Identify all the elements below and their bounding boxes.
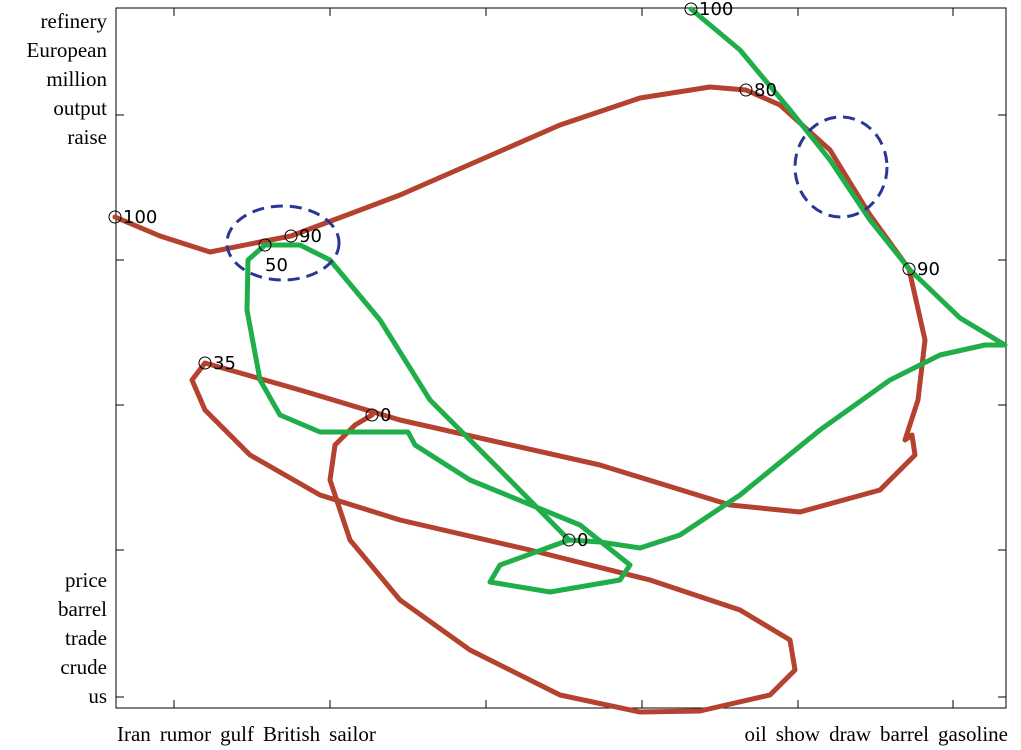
- x-word: gasoline: [938, 722, 1008, 746]
- y-word: barrel: [58, 597, 107, 621]
- x-word: oil: [745, 722, 767, 746]
- point-label: 0: [577, 530, 588, 551]
- y-word: price: [65, 568, 107, 592]
- x-word: sailor: [329, 722, 376, 746]
- point-marker: [684, 2, 698, 16]
- x-word: show: [776, 722, 821, 746]
- green-trajectory: [244, 6, 1008, 595]
- point-label: 50: [265, 255, 288, 276]
- x-word: barrel: [880, 722, 929, 746]
- point-marker: [198, 356, 212, 370]
- y-word: us: [88, 684, 107, 708]
- point-marker: [284, 229, 298, 243]
- point-label: 90: [917, 259, 940, 280]
- point-label: 90: [299, 226, 322, 247]
- point-marker: [365, 408, 379, 422]
- point-marker: [902, 262, 916, 276]
- y-word: million: [46, 67, 107, 91]
- point-marker: [562, 533, 576, 547]
- point-label: 0: [380, 405, 391, 426]
- x-word: gulf: [220, 722, 254, 746]
- highlight-ellipse: [793, 115, 889, 219]
- y-word: crude: [60, 655, 107, 679]
- ticks: [116, 8, 1006, 708]
- point-label: 35: [213, 353, 236, 374]
- highlight-ellipse: [225, 204, 341, 282]
- point-marker: [739, 83, 753, 97]
- point-marker: [258, 238, 272, 252]
- x-word: draw: [829, 722, 872, 746]
- y-word: trade: [65, 626, 107, 650]
- red-trajectory: [112, 84, 928, 715]
- y-word: European: [27, 38, 108, 62]
- x-word: rumor: [160, 722, 211, 746]
- x-word: British: [263, 722, 321, 746]
- frame: [115, 7, 1007, 709]
- point-marker: [108, 210, 122, 224]
- point-label: 100: [123, 207, 157, 228]
- y-word: output: [53, 96, 107, 120]
- y-word: refinery: [41, 9, 108, 33]
- y-word: raise: [67, 125, 107, 149]
- x-word: Iran: [117, 722, 151, 746]
- point-label: 80: [754, 80, 777, 101]
- point-label: 100: [699, 0, 733, 20]
